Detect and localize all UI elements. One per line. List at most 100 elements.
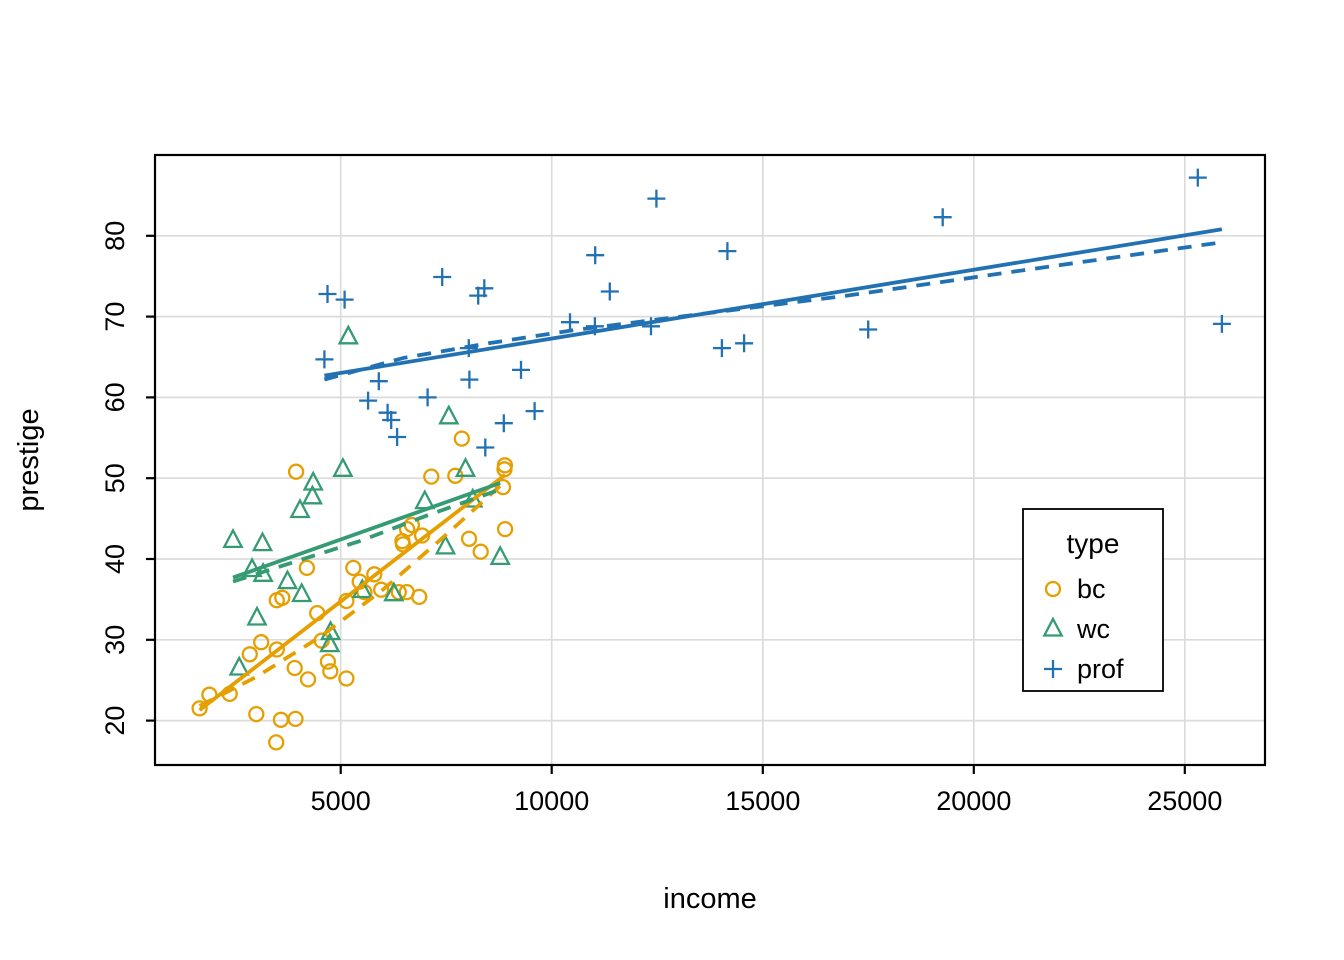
y-tick-label-group: 80 xyxy=(100,221,130,251)
data-point-bc xyxy=(460,530,478,547)
data-point-wc xyxy=(489,544,511,566)
data-point-prof xyxy=(859,320,878,339)
data-point-prof xyxy=(369,372,388,391)
data-point-bc xyxy=(191,700,208,717)
data-point-bc xyxy=(298,559,316,577)
data-point-prof xyxy=(388,428,407,446)
x-tick-label: 5000 xyxy=(311,786,371,816)
y-tick-label-group: 30 xyxy=(100,625,130,655)
data-point-prof xyxy=(647,189,666,208)
legend-symbol-bc xyxy=(1044,580,1062,598)
data-point-bc xyxy=(472,543,489,560)
data-point-bc xyxy=(423,468,440,485)
data-point-prof xyxy=(735,334,754,353)
data-point-bc xyxy=(286,659,303,677)
x-tick-label: 15000 xyxy=(725,786,800,816)
data-point-prof xyxy=(469,286,488,305)
data-point-prof xyxy=(933,208,952,227)
fit-line-dashed-wc xyxy=(232,487,501,584)
data-point-bc xyxy=(373,581,390,598)
data-point-prof xyxy=(718,242,737,261)
data-point-wc xyxy=(434,534,457,555)
data-point-prof xyxy=(433,268,452,286)
y-tick-label-group: 60 xyxy=(100,382,130,412)
legend-symbol-prof xyxy=(1044,660,1062,678)
data-point-bc xyxy=(453,430,470,447)
legend-symbol-wc xyxy=(1042,616,1064,637)
data-point-wc xyxy=(383,581,405,602)
y-tick-label: 30 xyxy=(100,625,130,655)
fit-line-solid-prof xyxy=(324,227,1223,378)
data-point-wc xyxy=(246,605,268,626)
y-tick-label-group: 70 xyxy=(100,302,130,332)
data-point-prof xyxy=(600,282,619,301)
data-point-prof xyxy=(1188,168,1207,187)
data-point-wc xyxy=(454,456,477,477)
data-point-wc xyxy=(337,324,359,345)
data-point-prof xyxy=(476,438,495,457)
data-point-prof xyxy=(460,370,479,389)
x-tick-label: 10000 xyxy=(514,786,589,816)
data-point-wc xyxy=(301,484,324,505)
x-tick-label: 20000 xyxy=(936,786,1011,816)
data-point-bc xyxy=(268,734,285,751)
data-point-prof xyxy=(378,403,397,422)
data-point-wc xyxy=(291,582,313,603)
data-point-bc xyxy=(338,670,355,687)
axis-layer: 5000 10000 15000 20000 25000 20 30 40 50 60 70 80 xyxy=(100,153,1267,816)
data-point-bc xyxy=(287,710,304,728)
data-point-prof xyxy=(1212,314,1231,333)
y-tick-label-group: 50 xyxy=(100,463,130,493)
data-point-prof xyxy=(315,350,334,369)
plot-panel-border xyxy=(153,153,1267,767)
fit-line-dashed-bc xyxy=(198,479,507,708)
y-tick-label: 50 xyxy=(100,463,130,493)
data-point-bc xyxy=(241,646,258,663)
y-tick-label-group: 40 xyxy=(100,544,130,574)
legend-box xyxy=(1022,508,1164,692)
data-point-prof xyxy=(359,391,378,410)
data-point-wc xyxy=(438,404,460,425)
data-point-bc xyxy=(496,520,514,538)
data-point-prof xyxy=(525,402,544,421)
data-point-bc xyxy=(319,653,337,670)
data-point-prof xyxy=(512,360,530,379)
data-point-prof xyxy=(335,290,354,309)
data-point-bc xyxy=(345,559,362,577)
data-point-prof xyxy=(318,285,337,303)
data-point-bc xyxy=(248,705,265,723)
legend-label-bc: bc xyxy=(1077,574,1106,604)
data-point-bc xyxy=(398,583,415,601)
data-point-wc xyxy=(289,498,311,519)
y-tick-label: 70 xyxy=(100,302,130,332)
data-point-bc xyxy=(366,566,383,583)
data-point-prof xyxy=(418,388,437,407)
data-point-prof xyxy=(712,339,731,358)
legend-title: type xyxy=(1067,528,1120,559)
fit-line-solid-bc xyxy=(198,473,507,712)
x-tick-label: 25000 xyxy=(1147,786,1222,816)
data-point-bc xyxy=(268,641,285,658)
legend: type bc wc prof xyxy=(1022,508,1164,692)
y-tick-label-group: 20 xyxy=(100,706,130,736)
data-point-bc xyxy=(394,533,411,550)
data-point-wc xyxy=(222,527,244,549)
data-point-wc xyxy=(319,632,341,653)
data-point-prof xyxy=(494,414,513,433)
data-point-bc xyxy=(299,671,317,688)
data-point-bc xyxy=(322,663,339,680)
data-point-prof xyxy=(382,411,401,429)
fit-line-layer xyxy=(198,227,1223,712)
y-tick-label: 40 xyxy=(100,544,130,574)
data-point-prof xyxy=(642,317,660,336)
data-point-prof xyxy=(561,313,579,332)
data-point-bc xyxy=(274,589,291,606)
data-point-bc xyxy=(253,634,270,651)
fit-line-solid-wc xyxy=(232,481,501,580)
y-tick-label: 20 xyxy=(100,706,130,736)
data-point-wc xyxy=(228,655,250,676)
x-axis-title: income xyxy=(663,883,757,915)
y-tick-label: 60 xyxy=(100,382,130,412)
